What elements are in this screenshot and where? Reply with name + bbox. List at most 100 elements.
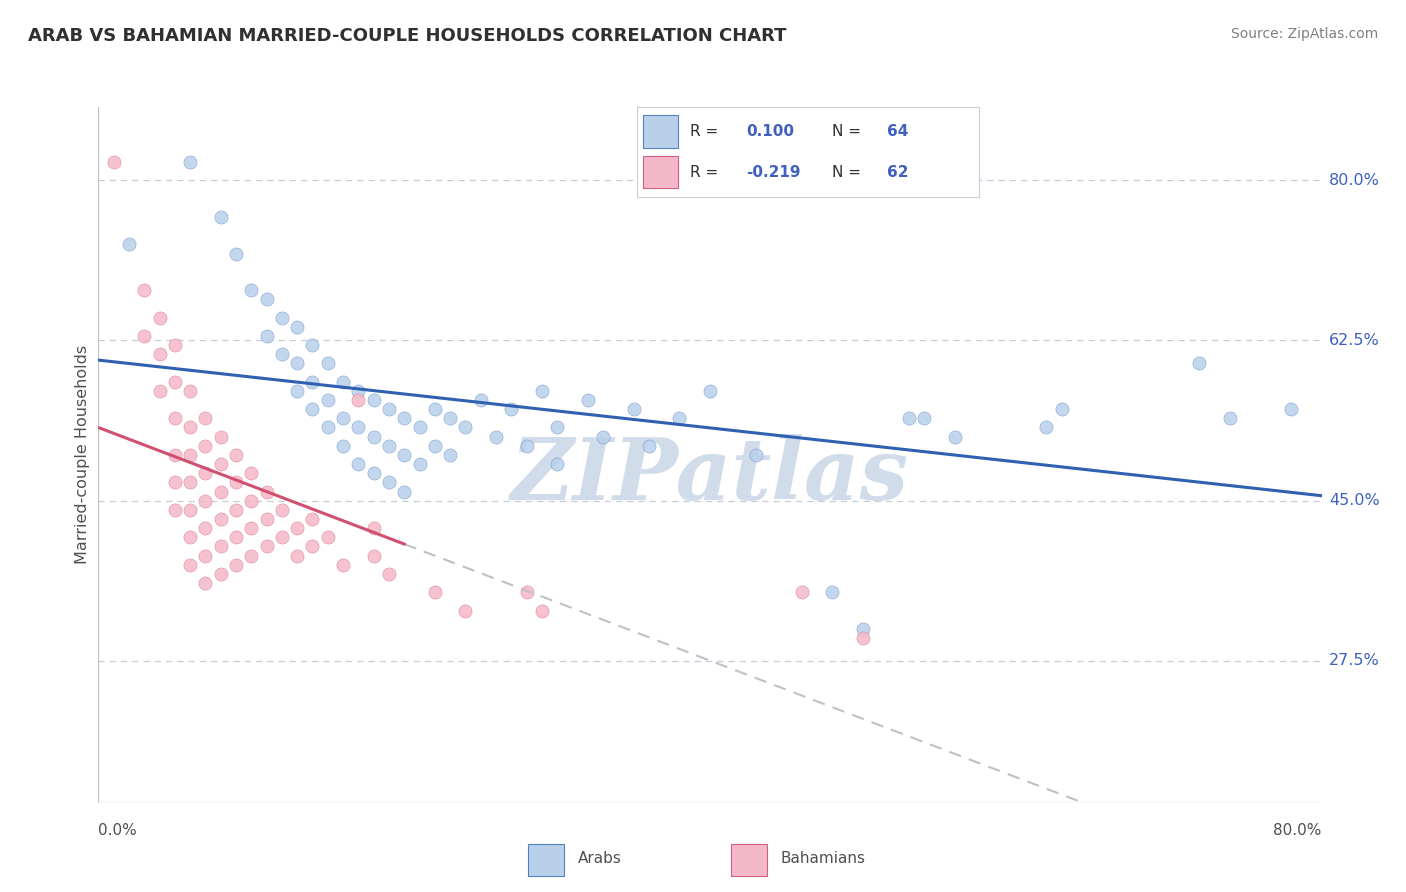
Point (301, 402, 323, 417)
Point (546, 420, 568, 434)
Point (347, 392, 370, 407)
Point (423, 402, 446, 417)
Point (790, 585, 813, 599)
Point (332, 411, 354, 425)
Point (392, 484, 416, 499)
Text: Source: ZipAtlas.com: Source: ZipAtlas.com (1230, 27, 1378, 41)
Point (363, 392, 385, 407)
Text: ZIPatlas: ZIPatlas (510, 434, 910, 517)
Point (316, 420, 339, 434)
Point (179, 558, 201, 572)
Point (530, 603, 553, 617)
Point (363, 521, 385, 535)
Point (316, 392, 339, 407)
Point (285, 384, 308, 398)
Point (194, 521, 217, 535)
Point (285, 549, 308, 563)
Point (408, 457, 430, 471)
Point (576, 392, 599, 407)
Point (821, 585, 844, 599)
Point (256, 484, 278, 499)
Point (392, 411, 416, 425)
Text: 27.5%: 27.5% (1329, 654, 1381, 668)
Point (454, 420, 477, 434)
Point (485, 429, 508, 443)
Point (225, 475, 247, 490)
Point (194, 411, 217, 425)
Point (623, 402, 645, 417)
Point (209, 484, 232, 499)
Point (347, 384, 370, 398)
Point (163, 375, 186, 389)
Point (943, 429, 966, 443)
Point (363, 467, 385, 481)
Point (1035, 420, 1057, 434)
Y-axis label: Married-couple Households: Married-couple Households (75, 345, 90, 565)
Point (285, 319, 308, 334)
Point (270, 530, 292, 544)
Point (179, 384, 201, 398)
Point (209, 457, 232, 471)
Text: ARAB VS BAHAMIAN MARRIED-COUPLE HOUSEHOLDS CORRELATION CHART: ARAB VS BAHAMIAN MARRIED-COUPLE HOUSEHOL… (28, 27, 786, 45)
Point (332, 439, 354, 453)
Point (240, 521, 263, 535)
Point (423, 585, 446, 599)
Text: 80.0%: 80.0% (1274, 823, 1322, 838)
Point (103, 155, 125, 169)
Point (194, 467, 217, 481)
Point (470, 392, 492, 407)
Point (378, 475, 401, 490)
Point (1279, 402, 1302, 417)
Point (149, 384, 172, 398)
Point (408, 420, 430, 434)
Point (225, 530, 247, 544)
Point (149, 310, 172, 325)
Point (225, 503, 247, 517)
Point (270, 310, 292, 325)
Point (118, 237, 141, 252)
Text: Arabs: Arabs (578, 851, 621, 866)
Point (745, 448, 768, 462)
Point (301, 512, 323, 526)
Point (179, 448, 201, 462)
Point (332, 375, 354, 389)
Point (439, 448, 461, 462)
Point (209, 566, 232, 581)
Point (256, 512, 278, 526)
Point (852, 622, 875, 636)
Point (392, 448, 416, 462)
Point (423, 439, 446, 453)
Point (363, 549, 385, 563)
Point (439, 411, 461, 425)
Point (699, 384, 721, 398)
Point (163, 338, 186, 352)
Point (592, 429, 614, 443)
Point (256, 540, 278, 554)
Point (209, 512, 232, 526)
Point (516, 585, 538, 599)
Point (209, 210, 232, 224)
Point (270, 347, 292, 361)
Point (285, 356, 308, 370)
Bar (731, 844, 766, 876)
Point (668, 411, 690, 425)
Text: 0.0%: 0.0% (98, 823, 138, 838)
Point (179, 530, 201, 544)
Point (240, 493, 263, 508)
Text: 62.5%: 62.5% (1329, 333, 1381, 348)
Point (240, 549, 263, 563)
Point (378, 566, 401, 581)
Bar (529, 844, 564, 876)
Point (378, 402, 401, 417)
Point (134, 283, 156, 297)
Point (134, 329, 156, 343)
Point (897, 411, 920, 425)
Point (256, 293, 278, 307)
Point (363, 429, 385, 443)
Point (516, 439, 538, 453)
Point (163, 411, 186, 425)
Point (163, 448, 186, 462)
Point (194, 493, 217, 508)
Point (530, 384, 553, 398)
Point (546, 457, 568, 471)
